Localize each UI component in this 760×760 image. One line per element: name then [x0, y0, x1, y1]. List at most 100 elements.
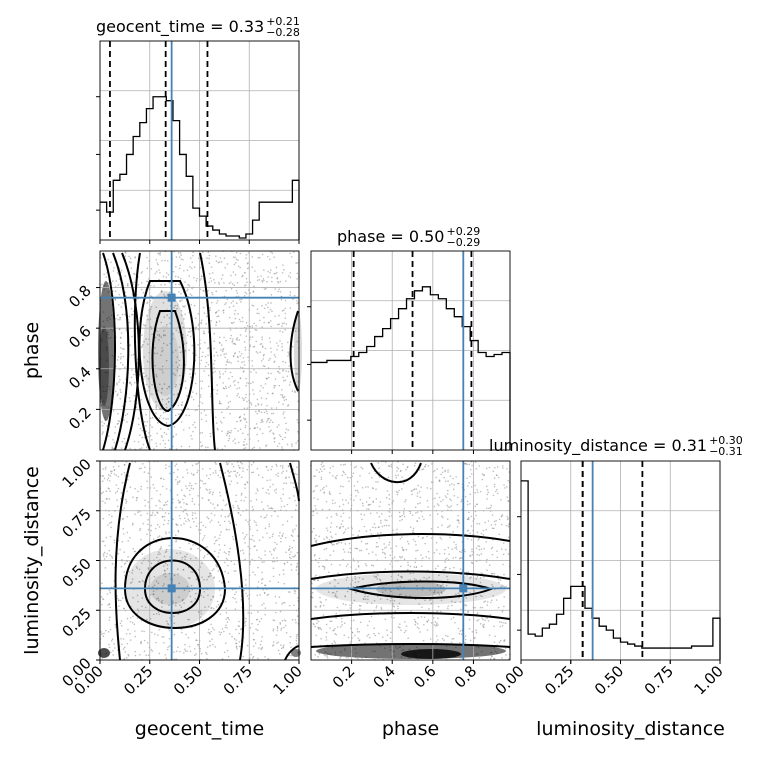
sample-point [159, 507, 161, 509]
sample-point [129, 639, 132, 641]
sample-point [231, 375, 234, 378]
sample-point [321, 461, 324, 464]
sample-point [195, 280, 198, 282]
sample-point [352, 585, 355, 588]
sample-point [103, 477, 106, 480]
sample-point [281, 446, 283, 448]
sample-point [146, 267, 149, 269]
sample-point [485, 561, 488, 563]
sample-point [499, 579, 502, 581]
sample-point [469, 532, 471, 535]
sample-point [108, 589, 111, 592]
y-tick-label: 0.50 [58, 555, 94, 591]
sample-point [123, 563, 126, 565]
sample-point [127, 653, 130, 656]
sample-point [478, 554, 481, 557]
sample-point [262, 278, 265, 280]
sample-point [377, 462, 380, 464]
sample-point [311, 591, 314, 594]
sample-point [200, 594, 203, 597]
sample-point [438, 480, 441, 482]
sample-point [189, 489, 191, 492]
sample-point [155, 306, 158, 308]
sample-point [423, 616, 426, 618]
sample-point [154, 364, 157, 367]
sample-point [123, 574, 126, 577]
sample-point [290, 256, 293, 258]
sample-point [296, 466, 298, 469]
density-cell [98, 648, 110, 658]
sample-point [219, 402, 221, 404]
sample-point [325, 485, 328, 487]
sample-point [193, 648, 196, 650]
sample-point [277, 515, 279, 517]
sample-point [176, 476, 179, 478]
sample-point [254, 573, 256, 576]
sample-point [147, 654, 150, 657]
sample-point [269, 430, 271, 433]
sample-point [319, 596, 321, 599]
sample-point [209, 640, 211, 643]
sample-point [227, 655, 230, 658]
sample-point [224, 356, 226, 359]
sample-point [129, 632, 131, 635]
sample-point [233, 313, 236, 315]
sample-point [356, 480, 359, 483]
sample-point [414, 506, 417, 509]
sample-point [153, 633, 156, 635]
sample-point [274, 541, 276, 544]
x-tick-label: 0.00 [491, 662, 527, 698]
sample-point [178, 291, 180, 293]
sample-point [258, 647, 260, 649]
sample-point [267, 658, 270, 660]
sample-point [398, 623, 401, 625]
sample-point [456, 503, 459, 506]
sample-point [342, 470, 345, 473]
sample-point [249, 528, 251, 531]
sample-point [335, 533, 337, 536]
sample-point [239, 366, 242, 369]
sample-point [224, 561, 226, 564]
sample-point [158, 613, 161, 616]
sample-point [291, 516, 293, 518]
sample-point [442, 569, 444, 571]
sample-point [313, 623, 315, 626]
sample-point [146, 480, 148, 482]
sample-point [169, 556, 171, 558]
sample-point [318, 471, 321, 473]
sample-point [203, 370, 206, 372]
sample-point [416, 626, 419, 629]
sample-point [109, 490, 111, 493]
sample-point [174, 283, 177, 286]
panel-frame [310, 250, 511, 451]
sample-point [151, 383, 153, 386]
sample-point [221, 350, 224, 353]
sample-point [253, 285, 255, 288]
sample-point [379, 598, 382, 600]
sample-point [117, 487, 120, 490]
sample-point [493, 572, 496, 575]
sample-point [390, 590, 392, 593]
sample-point [213, 278, 215, 281]
sample-point [240, 492, 243, 495]
sample-point [213, 576, 215, 579]
sample-point [219, 534, 221, 536]
sample-point [323, 653, 325, 656]
sample-point [104, 567, 107, 569]
sample-point [152, 613, 155, 616]
sample-point [146, 256, 148, 259]
sample-point [384, 547, 386, 549]
sample-point [360, 549, 363, 552]
sample-point [454, 621, 456, 624]
sample-point [270, 320, 272, 322]
sample-point [113, 473, 116, 475]
sample-point [224, 516, 227, 518]
sample-point [447, 506, 449, 508]
sample-point [151, 426, 153, 429]
sample-point [233, 638, 236, 640]
sample-point [470, 486, 473, 488]
sample-point [245, 393, 248, 396]
sample-point [225, 618, 227, 620]
sample-point [227, 572, 230, 574]
sample-point [151, 497, 153, 500]
